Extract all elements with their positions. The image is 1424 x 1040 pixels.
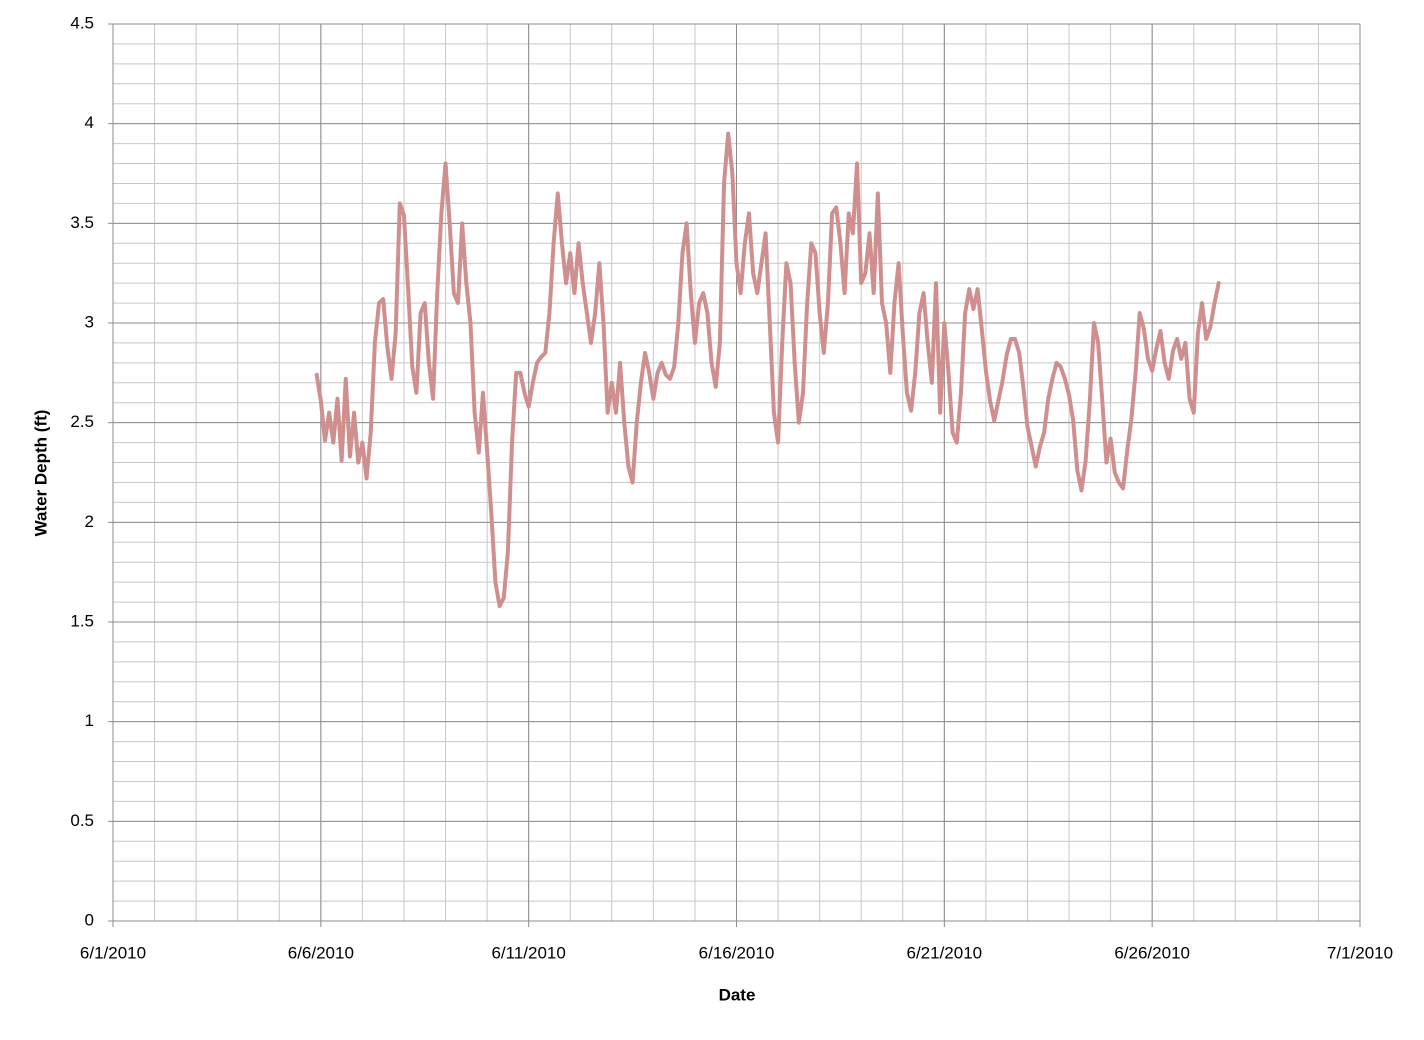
y-tick-label: 4.5 bbox=[70, 13, 94, 32]
y-axis-label: Water Depth (ft) bbox=[31, 410, 50, 537]
y-tick-label: 2.5 bbox=[70, 412, 94, 431]
x-tick-label: 6/16/2010 bbox=[699, 943, 775, 962]
y-tick-label: 3.5 bbox=[70, 213, 94, 232]
y-tick-label: 2 bbox=[85, 512, 94, 531]
x-tick-label: 6/26/2010 bbox=[1114, 943, 1190, 962]
data-line bbox=[314, 131, 1221, 609]
y-tick-label: 3 bbox=[85, 312, 94, 331]
y-tick-label: 4 bbox=[85, 113, 94, 132]
y-tick-label: 1.5 bbox=[70, 611, 94, 630]
x-tick-label: 6/11/2010 bbox=[491, 943, 565, 962]
x-axis-label: Date bbox=[719, 985, 756, 1004]
x-tick-label: 6/6/2010 bbox=[288, 943, 354, 962]
x-tick-label: 7/1/2010 bbox=[1327, 943, 1393, 962]
grid bbox=[112, 23, 1361, 922]
y-tick-label: 0.5 bbox=[70, 811, 94, 830]
y-tick-label: 1 bbox=[85, 711, 94, 730]
y-tick-label: 0 bbox=[85, 910, 94, 929]
x-tick-label: 6/21/2010 bbox=[907, 943, 983, 962]
x-tick-label: 6/1/2010 bbox=[80, 943, 146, 962]
